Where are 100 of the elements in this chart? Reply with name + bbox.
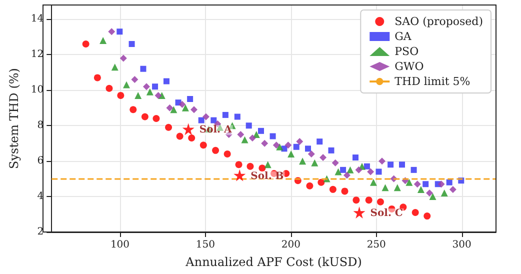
point	[188, 134, 196, 142]
point	[382, 184, 389, 192]
point	[130, 106, 137, 114]
point	[116, 28, 123, 35]
point	[352, 196, 360, 204]
point	[237, 130, 244, 138]
point	[412, 208, 419, 216]
legend-label: GA	[394, 30, 412, 43]
point	[406, 178, 413, 186]
point	[367, 168, 374, 176]
point	[284, 142, 292, 149]
y-axis-title: System THD (%)	[7, 68, 21, 169]
point	[108, 28, 116, 36]
point	[134, 92, 142, 99]
point	[365, 196, 372, 204]
point	[234, 114, 240, 120]
point	[248, 134, 256, 142]
point	[329, 186, 336, 193]
point	[282, 170, 290, 177]
point	[182, 123, 194, 136]
point	[449, 186, 456, 193]
point	[304, 146, 311, 152]
point	[440, 189, 448, 196]
point	[328, 147, 334, 154]
point	[376, 168, 382, 175]
annotation: Sol. A	[199, 124, 232, 136]
point	[178, 100, 186, 108]
point	[370, 178, 377, 186]
point	[176, 132, 184, 140]
point	[429, 193, 436, 200]
legend-label: GWO	[394, 60, 424, 73]
point	[318, 178, 325, 186]
point	[165, 124, 172, 131]
point	[210, 117, 217, 124]
point	[299, 158, 306, 165]
point	[378, 158, 386, 165]
legend-label: SAO (proposed)	[394, 15, 484, 28]
point	[246, 162, 254, 170]
point	[154, 92, 162, 99]
point	[82, 40, 90, 48]
legend-label: THD limit 5%	[394, 75, 470, 88]
point	[182, 104, 189, 112]
point	[388, 162, 394, 168]
point	[128, 41, 135, 48]
point	[446, 179, 452, 186]
point	[424, 212, 431, 220]
point	[234, 169, 246, 182]
x-tick-label: 300	[452, 240, 472, 250]
point	[106, 84, 113, 92]
y-tick-label: 2	[37, 226, 44, 238]
point	[120, 54, 127, 62]
point	[235, 161, 242, 168]
point	[131, 76, 138, 83]
annotation: Sol. C	[370, 208, 403, 219]
point	[398, 162, 405, 168]
point	[340, 166, 346, 173]
point	[394, 184, 401, 192]
point	[258, 128, 264, 134]
point	[198, 117, 204, 124]
point	[296, 138, 304, 146]
point	[246, 122, 252, 129]
point	[376, 198, 384, 206]
y-tick-label: 12	[30, 49, 44, 60]
legend-label: PSO	[394, 45, 419, 58]
point	[343, 172, 350, 179]
y-tick-label: 8	[37, 120, 44, 132]
point	[422, 181, 429, 188]
point	[316, 138, 323, 145]
point	[364, 163, 370, 170]
point	[142, 83, 150, 90]
point	[353, 206, 366, 218]
point	[341, 188, 348, 195]
point	[355, 166, 362, 174]
point	[224, 150, 231, 158]
point	[272, 142, 280, 149]
point	[200, 142, 207, 149]
point	[241, 136, 248, 144]
x-tick-label: 150	[196, 240, 215, 250]
point	[438, 180, 445, 188]
point	[320, 154, 327, 162]
point	[288, 150, 295, 158]
x-tick-label: 250	[366, 240, 386, 250]
point	[308, 150, 315, 158]
point	[222, 112, 228, 118]
x-tick-label: 200	[281, 240, 300, 250]
point	[410, 166, 417, 173]
point	[212, 146, 220, 154]
point	[141, 113, 148, 120]
point	[100, 36, 107, 44]
point	[352, 154, 359, 161]
point	[152, 84, 158, 90]
point	[152, 115, 160, 122]
point	[140, 66, 146, 72]
x-axis-title: Annualized APF Cost (kUSD)	[184, 255, 362, 269]
point	[163, 78, 170, 84]
point	[311, 159, 318, 166]
point	[170, 106, 178, 114]
point	[122, 81, 130, 88]
point	[117, 92, 124, 99]
point	[414, 180, 421, 188]
